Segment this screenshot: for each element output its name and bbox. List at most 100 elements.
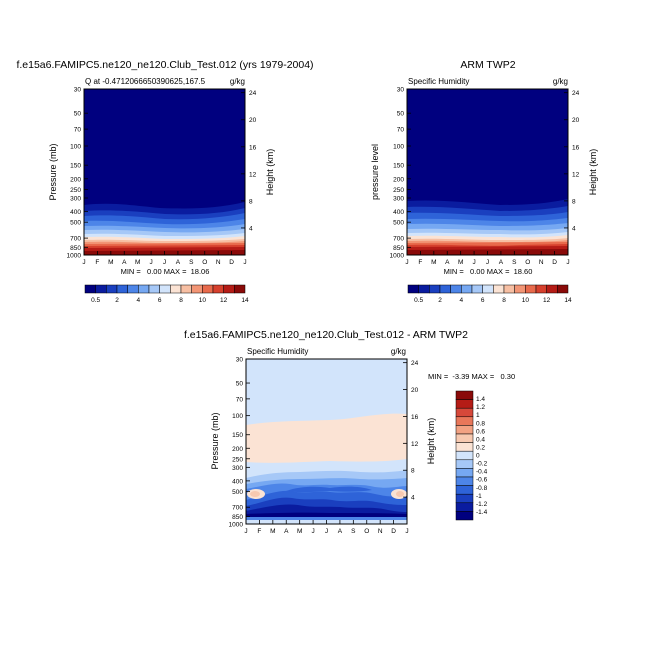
colorbar-label: 0.5: [414, 297, 423, 304]
colorbar-swatch: [455, 502, 474, 512]
colorbar-swatch: [493, 284, 505, 294]
x-tick-label: A: [176, 259, 181, 266]
colorbar-swatch: [455, 407, 474, 418]
height-tick-label: 16: [411, 414, 419, 421]
colorbar-label: 1.2: [476, 404, 485, 411]
panel1-ylabel: Pressure (mb): [48, 143, 58, 200]
colorbar-swatch: [455, 511, 474, 521]
colorbar-swatch: [461, 284, 473, 294]
panel3-left-label: Specific Humidity: [247, 347, 308, 356]
y-tick-label: 500: [70, 220, 81, 227]
y-tick-label: 30: [397, 87, 405, 94]
y-tick-label: 400: [70, 209, 81, 216]
x-tick-label: M: [108, 259, 113, 266]
colorbar-swatch: [546, 284, 558, 294]
height-tick-label: 16: [249, 144, 257, 151]
colorbar-swatch: [439, 284, 451, 294]
x-tick-label: M: [297, 528, 302, 535]
y-tick-label: 50: [397, 111, 405, 118]
x-tick-label: J: [325, 528, 328, 535]
y-tick-label: 150: [393, 163, 404, 170]
colorbar-swatch: [514, 284, 526, 294]
panel2-units: g/kg: [553, 77, 568, 86]
colorbar-swatch: [84, 284, 96, 294]
y-tick-label: 300: [393, 196, 404, 203]
panel2-left-label: Specific Humidity: [408, 77, 469, 86]
x-tick-label: J: [163, 259, 166, 266]
colorbar-label: 1: [476, 412, 480, 419]
colorbar-swatch: [503, 284, 515, 294]
colorbar-label: -0.6: [476, 477, 488, 484]
height-tick-label: 24: [249, 90, 257, 97]
height-tick-label: 16: [572, 144, 580, 151]
x-tick-label: F: [418, 259, 422, 266]
colorbar-label: 2: [438, 297, 442, 304]
x-tick-label: O: [202, 259, 207, 266]
colorbar-swatch: [95, 284, 107, 294]
x-tick-label: A: [499, 259, 504, 266]
colorbar-swatch: [429, 284, 441, 294]
panel1-units: g/kg: [230, 77, 245, 86]
colorbar-swatch: [535, 284, 547, 294]
colorbar-swatch: [482, 284, 494, 294]
y-tick-label: 400: [232, 478, 243, 485]
panel3-units: g/kg: [391, 347, 406, 356]
x-tick-label: F: [95, 259, 99, 266]
colorbar-swatch: [180, 284, 192, 294]
x-tick-label: J: [243, 259, 246, 266]
y-tick-label: 1000: [67, 253, 82, 260]
y-tick-label: 850: [393, 245, 404, 252]
height-tick-label: 4: [572, 225, 576, 232]
x-tick-label: S: [351, 528, 356, 535]
colorbar-label: 0: [476, 453, 480, 460]
colorbar-swatch: [418, 284, 430, 294]
panel-model-q: f.e15a6.FAMIPC5.ne120_ne120.Club_Test.01…: [16, 59, 313, 304]
panel2-minmax: MIN = 0.00 MAX = 18.60: [444, 267, 533, 276]
y-tick-label: 400: [393, 209, 404, 216]
x-tick-label: M: [458, 259, 463, 266]
colorbar-swatch: [170, 284, 182, 294]
colorbar-label: -1: [476, 493, 482, 500]
colorbar-swatch: [191, 284, 203, 294]
y-tick-label: 100: [70, 143, 81, 150]
x-tick-label: O: [364, 528, 369, 535]
panel3-colorbar: 1.41.210.80.60.40.20-0.2-0.4-0.6-0.8-1-1…: [455, 390, 488, 521]
y-tick-label: 30: [74, 87, 82, 94]
x-tick-label: J: [472, 259, 475, 266]
colorbar-label: 1.4: [476, 396, 485, 403]
y-tick-label: 300: [232, 465, 243, 472]
x-tick-label: O: [525, 259, 530, 266]
y-tick-label: 50: [236, 381, 244, 388]
x-tick-label: A: [445, 259, 450, 266]
y-tick-label: 1000: [229, 522, 244, 529]
x-tick-label: A: [338, 528, 343, 535]
x-tick-label: A: [284, 528, 289, 535]
colorbar-label: 10: [522, 297, 530, 304]
colorbar-swatch: [106, 284, 118, 294]
colorbar-label: 12: [543, 297, 551, 304]
x-tick-label: A: [122, 259, 127, 266]
panel3-minmax: MIN = -3.39 MAX = 0.30: [428, 372, 515, 381]
height-tick-label: 4: [411, 495, 415, 502]
panel3-colorbar-boxes: [455, 390, 474, 521]
x-tick-label: S: [512, 259, 517, 266]
x-tick-label: J: [244, 528, 247, 535]
panel3-height-ticks: 24 20 16 12 8 4: [403, 360, 419, 502]
colorbar-swatch: [450, 284, 462, 294]
y-tick-label: 850: [70, 245, 81, 252]
height-tick-label: 24: [572, 90, 580, 97]
colorbar-swatch: [455, 468, 474, 478]
height-tick-label: 12: [249, 171, 257, 178]
colorbar-swatch: [159, 284, 171, 294]
colorbar-swatch: [407, 284, 419, 294]
panel1-ylabel-right: Height (km): [265, 149, 275, 196]
colorbar-label: 4: [137, 297, 141, 304]
x-tick-label: M: [270, 528, 275, 535]
y-tick-label: 100: [232, 413, 243, 420]
colorbar-label: 14: [241, 297, 249, 304]
panel-arm-twp2: ARM TWP2 Specific Humidity g/kg 30 50 70 10…: [370, 59, 598, 304]
colorbar-swatch: [148, 284, 160, 294]
panel2-ylabel: pressure level: [370, 144, 380, 200]
